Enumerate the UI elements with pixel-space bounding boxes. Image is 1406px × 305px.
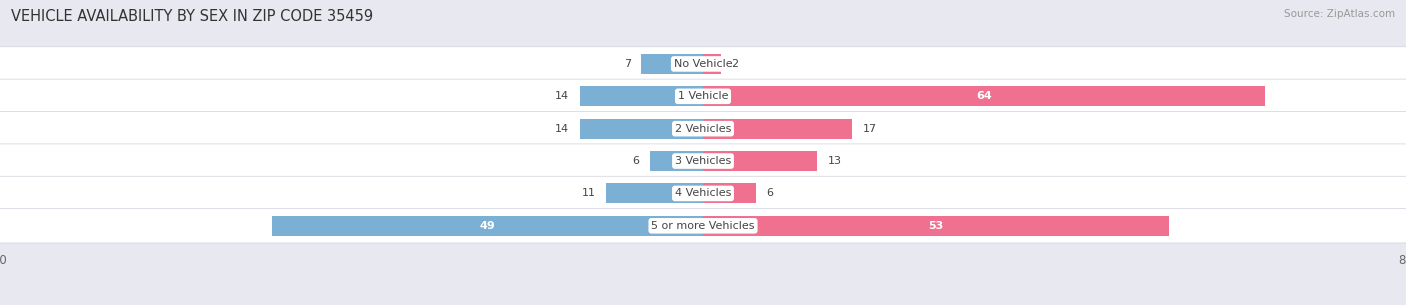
FancyBboxPatch shape xyxy=(0,47,1406,81)
Bar xyxy=(703,54,721,74)
Bar xyxy=(581,119,703,139)
FancyBboxPatch shape xyxy=(0,144,1406,178)
Text: 4 Vehicles: 4 Vehicles xyxy=(675,188,731,199)
Bar xyxy=(606,183,703,203)
FancyBboxPatch shape xyxy=(0,209,1406,243)
Text: 5 or more Vehicles: 5 or more Vehicles xyxy=(651,221,755,231)
FancyBboxPatch shape xyxy=(0,112,1406,146)
Bar xyxy=(703,183,756,203)
Text: 3 Vehicles: 3 Vehicles xyxy=(675,156,731,166)
Bar xyxy=(273,216,703,236)
Bar xyxy=(703,119,852,139)
Text: Source: ZipAtlas.com: Source: ZipAtlas.com xyxy=(1284,9,1395,19)
Text: 14: 14 xyxy=(555,91,569,101)
Text: 6: 6 xyxy=(766,188,773,199)
FancyBboxPatch shape xyxy=(0,79,1406,113)
Text: 53: 53 xyxy=(928,221,943,231)
Bar xyxy=(703,86,1265,106)
FancyBboxPatch shape xyxy=(0,176,1406,210)
Text: 6: 6 xyxy=(633,156,640,166)
Bar xyxy=(703,216,1168,236)
Text: 11: 11 xyxy=(582,188,596,199)
Text: 7: 7 xyxy=(624,59,631,69)
Text: 64: 64 xyxy=(976,91,993,101)
Bar xyxy=(641,54,703,74)
Bar xyxy=(650,151,703,171)
Text: VEHICLE AVAILABILITY BY SEX IN ZIP CODE 35459: VEHICLE AVAILABILITY BY SEX IN ZIP CODE … xyxy=(11,9,374,24)
Text: No Vehicle: No Vehicle xyxy=(673,59,733,69)
Text: 2: 2 xyxy=(731,59,738,69)
Text: 13: 13 xyxy=(828,156,842,166)
Text: 2 Vehicles: 2 Vehicles xyxy=(675,124,731,134)
Text: 1 Vehicle: 1 Vehicle xyxy=(678,91,728,101)
Text: 17: 17 xyxy=(863,124,877,134)
Bar xyxy=(581,86,703,106)
Bar xyxy=(703,151,817,171)
Text: 49: 49 xyxy=(479,221,495,231)
Text: 14: 14 xyxy=(555,124,569,134)
